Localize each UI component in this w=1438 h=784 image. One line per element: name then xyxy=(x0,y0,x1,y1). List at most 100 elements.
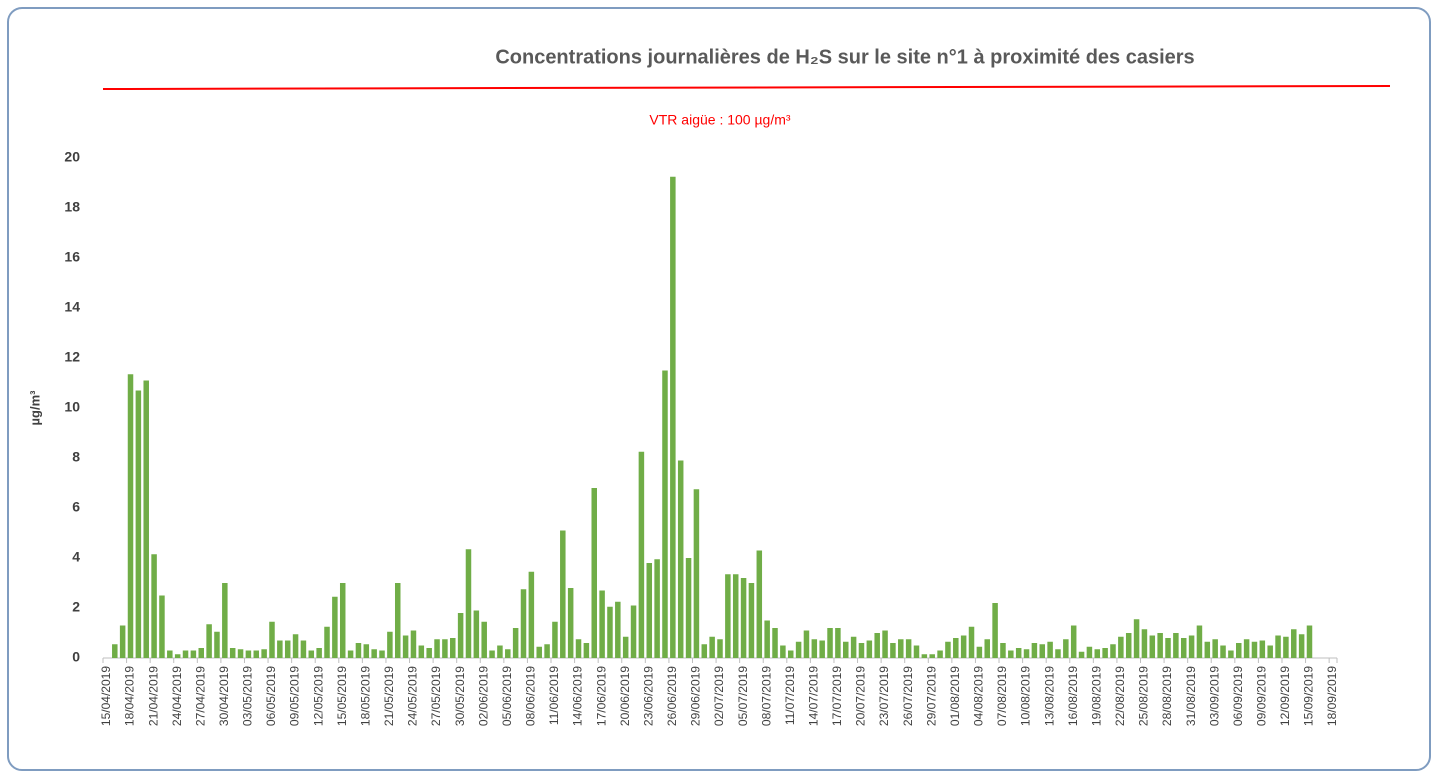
bar xyxy=(450,638,456,658)
bar xyxy=(945,641,951,658)
bar xyxy=(127,374,134,658)
bar xyxy=(748,583,755,658)
bar xyxy=(520,589,527,658)
bar xyxy=(1125,633,1132,658)
bar xyxy=(457,613,464,658)
bar xyxy=(780,645,786,658)
y-tick-label: 14 xyxy=(64,299,80,315)
bar xyxy=(1149,635,1156,658)
bar xyxy=(929,654,935,658)
bar xyxy=(670,176,676,658)
x-tick-label: 10/08/2019 xyxy=(1019,666,1033,726)
x-tick-label: 17/07/2019 xyxy=(830,666,844,726)
bar xyxy=(1243,639,1250,658)
bar xyxy=(937,650,943,658)
y-tick-label: 0 xyxy=(72,649,80,665)
x-tick-label: 15/04/2019 xyxy=(99,666,113,726)
bar xyxy=(1055,649,1061,658)
bar xyxy=(740,578,747,658)
bar xyxy=(835,628,841,658)
bar xyxy=(174,654,181,658)
x-tick-label: 11/06/2019 xyxy=(547,666,561,725)
bar xyxy=(363,644,370,658)
y-tick-label: 16 xyxy=(64,249,80,265)
x-tick-label: 04/08/2019 xyxy=(972,666,986,726)
bar xyxy=(1204,641,1211,658)
x-tick-label: 13/08/2019 xyxy=(1042,666,1056,726)
y-tick-label: 10 xyxy=(64,399,80,415)
y-tick-label: 20 xyxy=(64,149,80,165)
x-tick-label: 14/07/2019 xyxy=(806,666,820,726)
x-tick-label: 27/04/2019 xyxy=(193,666,207,726)
bar xyxy=(685,558,692,658)
bar xyxy=(1180,638,1187,658)
x-tick-label: 24/04/2019 xyxy=(170,666,184,726)
bar xyxy=(662,370,668,658)
bar xyxy=(253,650,260,658)
x-tick-label: 12/05/2019 xyxy=(311,666,325,726)
bar xyxy=(709,636,715,658)
bar xyxy=(1220,645,1226,658)
x-tick-label: 30/04/2019 xyxy=(217,666,231,726)
x-tick-label: 24/05/2019 xyxy=(406,666,420,726)
bar xyxy=(379,650,385,658)
bar xyxy=(607,606,613,658)
bar xyxy=(567,588,574,658)
bar xyxy=(394,583,401,658)
bar xyxy=(858,643,865,658)
bar xyxy=(787,650,794,658)
bar xyxy=(732,574,739,658)
bar xyxy=(119,625,126,658)
bar xyxy=(387,631,393,658)
frame xyxy=(7,7,1431,771)
bar xyxy=(1094,649,1101,658)
y-tick-label: 4 xyxy=(72,549,80,565)
bar xyxy=(552,621,558,658)
bar xyxy=(953,638,959,658)
bar xyxy=(151,554,157,658)
bar xyxy=(489,650,495,658)
x-tick-label: 28/08/2019 xyxy=(1160,666,1174,726)
bar xyxy=(646,563,653,658)
bar xyxy=(316,648,322,658)
limit-line xyxy=(102,85,1391,90)
bar xyxy=(1110,644,1116,658)
bar xyxy=(465,549,472,658)
x-tick-label: 23/07/2019 xyxy=(877,666,891,726)
bar xyxy=(898,639,904,658)
bar xyxy=(442,639,448,658)
bar xyxy=(355,643,362,658)
bar xyxy=(677,460,684,658)
bar xyxy=(615,601,621,658)
bar xyxy=(1291,629,1297,658)
x-tick-label: 18/05/2019 xyxy=(358,666,372,726)
y-tick-label: 18 xyxy=(64,199,80,215)
bar xyxy=(167,650,173,658)
bar xyxy=(599,590,605,658)
bar xyxy=(371,649,377,658)
bar xyxy=(890,643,896,658)
bar xyxy=(591,488,597,658)
bar xyxy=(560,530,566,658)
bar xyxy=(1157,633,1163,658)
bar xyxy=(182,650,189,658)
x-tick-label: 06/05/2019 xyxy=(264,666,278,726)
bar xyxy=(882,630,888,658)
bar xyxy=(332,596,338,658)
x-tick-label: 20/06/2019 xyxy=(618,666,632,726)
bar xyxy=(1212,639,1218,658)
bar xyxy=(1133,619,1140,658)
bar xyxy=(1086,646,1093,658)
bar xyxy=(284,640,291,658)
x-tick-label: 01/08/2019 xyxy=(948,666,962,726)
y-tick-label: 12 xyxy=(64,349,80,365)
x-tick-label: 29/06/2019 xyxy=(689,666,703,726)
bar xyxy=(575,639,582,658)
bar xyxy=(206,624,212,658)
y-tick-label: 8 xyxy=(72,449,80,465)
limit-label: VTR aigüe : 100 µg/m³ xyxy=(649,112,790,128)
bar xyxy=(190,650,197,658)
x-tick-label: 18/09/2019 xyxy=(1325,666,1339,726)
bar xyxy=(1015,648,1022,658)
